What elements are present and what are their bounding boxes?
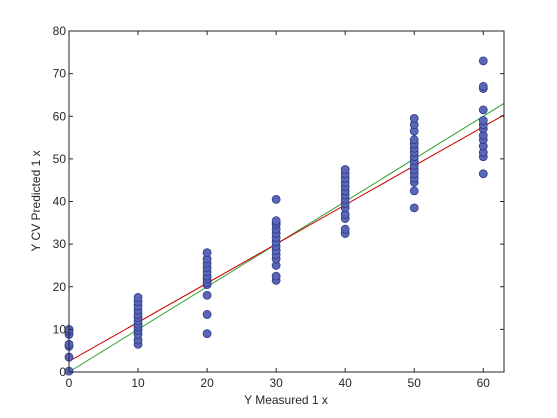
x-tick-label: 50 xyxy=(408,376,422,390)
y-tick-label: 60 xyxy=(53,109,67,123)
data-point xyxy=(202,290,212,300)
data-point xyxy=(202,248,212,258)
data-point xyxy=(478,82,488,91)
data-point xyxy=(271,216,281,226)
x-axis-label: Y Measured 1 x xyxy=(244,393,328,407)
data-point xyxy=(271,271,281,281)
data-point xyxy=(478,56,488,66)
x-tick-label: 10 xyxy=(131,376,145,390)
x-tick-label: 40 xyxy=(339,376,353,390)
data-point xyxy=(202,329,212,339)
x-tick-label: 0 xyxy=(66,376,73,390)
data-point xyxy=(271,194,281,204)
data-point xyxy=(202,310,212,319)
y-tick-label: 30 xyxy=(53,237,67,251)
data-point xyxy=(478,105,488,115)
data-point xyxy=(133,293,143,302)
data-point xyxy=(340,165,350,174)
data-point xyxy=(478,116,488,125)
x-tick-label: 20 xyxy=(200,376,214,390)
data-point xyxy=(478,169,488,179)
y-tick-label: 10 xyxy=(53,322,67,336)
data-point xyxy=(409,135,419,145)
y-tick-label: 50 xyxy=(53,152,67,166)
x-tick-label: 30 xyxy=(269,376,283,390)
y-tick-label: 0 xyxy=(59,365,66,379)
x-tick-label: 60 xyxy=(477,376,491,390)
y-axis-label: Y CV Predicted 1 x xyxy=(29,150,43,251)
y-tick-label: 40 xyxy=(53,195,67,209)
data-point xyxy=(409,186,419,196)
data-point xyxy=(409,203,419,213)
y-tick-label: 80 xyxy=(53,24,67,38)
y-tick-label: 70 xyxy=(53,67,67,81)
y-tick-label: 20 xyxy=(53,280,67,294)
data-point xyxy=(340,224,350,234)
data-point xyxy=(409,113,419,123)
